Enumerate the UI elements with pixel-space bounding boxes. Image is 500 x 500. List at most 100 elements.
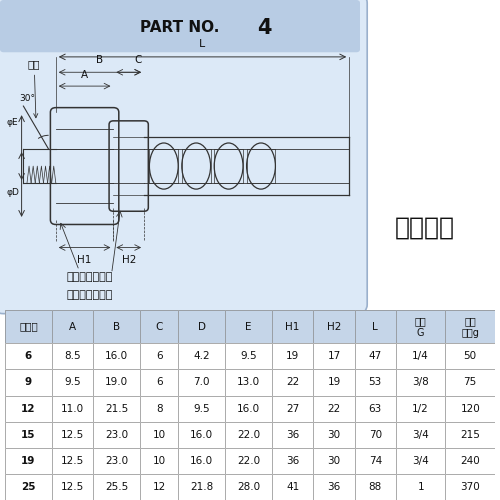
Text: 36: 36 <box>328 482 340 492</box>
Bar <box>396 474 446 500</box>
Text: 8.5: 8.5 <box>64 352 81 362</box>
Text: 53: 53 <box>368 378 382 388</box>
Text: 19: 19 <box>21 456 35 466</box>
Text: 75: 75 <box>464 378 477 388</box>
Text: 370: 370 <box>460 482 480 492</box>
Bar <box>52 310 93 343</box>
Text: 12: 12 <box>152 482 166 492</box>
Bar <box>314 448 354 474</box>
Text: 12.5: 12.5 <box>61 456 84 466</box>
Bar <box>396 396 446 421</box>
Bar <box>446 370 495 396</box>
Text: 9.5: 9.5 <box>194 404 210 413</box>
Bar <box>272 396 314 421</box>
Text: 重量g: 重量g <box>462 328 479 338</box>
Bar <box>446 343 495 369</box>
Bar <box>396 370 446 396</box>
Text: 88: 88 <box>368 482 382 492</box>
Text: 19.0: 19.0 <box>105 378 128 388</box>
Bar <box>93 370 140 396</box>
Bar <box>354 422 396 448</box>
Bar <box>140 474 178 500</box>
Text: 23.0: 23.0 <box>105 456 128 466</box>
Bar <box>52 422 93 448</box>
Text: φD: φD <box>6 188 19 196</box>
Bar <box>225 310 272 343</box>
Bar <box>396 310 446 343</box>
Bar <box>178 343 225 369</box>
Bar <box>52 448 93 474</box>
Bar <box>52 370 93 396</box>
Text: 36: 36 <box>286 456 300 466</box>
Bar <box>354 474 396 500</box>
Bar <box>178 448 225 474</box>
Text: 1/2: 1/2 <box>412 404 429 413</box>
Bar <box>446 448 495 474</box>
Bar <box>5 422 52 448</box>
Bar <box>314 370 354 396</box>
Bar <box>396 370 446 396</box>
Text: PART NO.: PART NO. <box>140 20 220 35</box>
Bar <box>225 448 272 474</box>
Text: H2: H2 <box>122 255 136 265</box>
Text: 3/4: 3/4 <box>412 456 429 466</box>
Text: C: C <box>156 322 163 332</box>
Bar <box>140 448 178 474</box>
Text: 10: 10 <box>152 430 166 440</box>
Bar <box>93 422 140 448</box>
Text: 70: 70 <box>368 430 382 440</box>
Bar <box>272 396 314 421</box>
Text: 25.5: 25.5 <box>105 482 128 492</box>
Bar <box>354 448 396 474</box>
Bar <box>93 343 140 369</box>
Bar <box>446 396 495 421</box>
Bar <box>225 422 272 448</box>
Bar <box>225 370 272 396</box>
Text: 30°: 30° <box>19 94 35 103</box>
Bar <box>5 370 52 396</box>
Bar <box>272 448 314 474</box>
Text: H1: H1 <box>286 322 300 332</box>
Text: 23.0: 23.0 <box>105 430 128 440</box>
Bar <box>140 310 178 343</box>
Bar <box>93 422 140 448</box>
Bar <box>272 343 314 369</box>
Text: 6: 6 <box>25 352 32 362</box>
Bar <box>354 448 396 474</box>
Bar <box>93 474 140 500</box>
Bar <box>52 396 93 421</box>
Text: 16.0: 16.0 <box>237 404 260 413</box>
Bar <box>225 343 272 369</box>
Text: 47: 47 <box>368 352 382 362</box>
Text: 16.0: 16.0 <box>190 430 214 440</box>
Bar <box>314 343 354 369</box>
Text: D: D <box>198 322 206 332</box>
Text: 36: 36 <box>286 430 300 440</box>
Text: 28.0: 28.0 <box>237 482 260 492</box>
Text: 16.0: 16.0 <box>190 456 214 466</box>
Bar <box>178 310 225 343</box>
Bar <box>52 448 93 474</box>
Bar <box>314 448 354 474</box>
Text: 21.8: 21.8 <box>190 482 214 492</box>
Bar <box>446 310 495 343</box>
Text: A: A <box>81 70 88 80</box>
Bar <box>314 396 354 421</box>
Text: （めすシート）: （めすシート） <box>67 290 113 300</box>
Bar <box>272 422 314 448</box>
FancyBboxPatch shape <box>0 0 367 314</box>
Bar <box>225 310 272 343</box>
Text: H2: H2 <box>327 322 341 332</box>
Text: 74: 74 <box>368 456 382 466</box>
Text: B: B <box>96 56 103 66</box>
Text: 6: 6 <box>156 352 162 362</box>
Bar <box>396 448 446 474</box>
Text: 215: 215 <box>460 430 480 440</box>
Bar <box>272 422 314 448</box>
Bar <box>225 474 272 500</box>
Bar <box>272 474 314 500</box>
Text: 9.5: 9.5 <box>240 352 257 362</box>
Bar <box>140 370 178 396</box>
Text: G: G <box>417 328 424 338</box>
Bar <box>446 422 495 448</box>
